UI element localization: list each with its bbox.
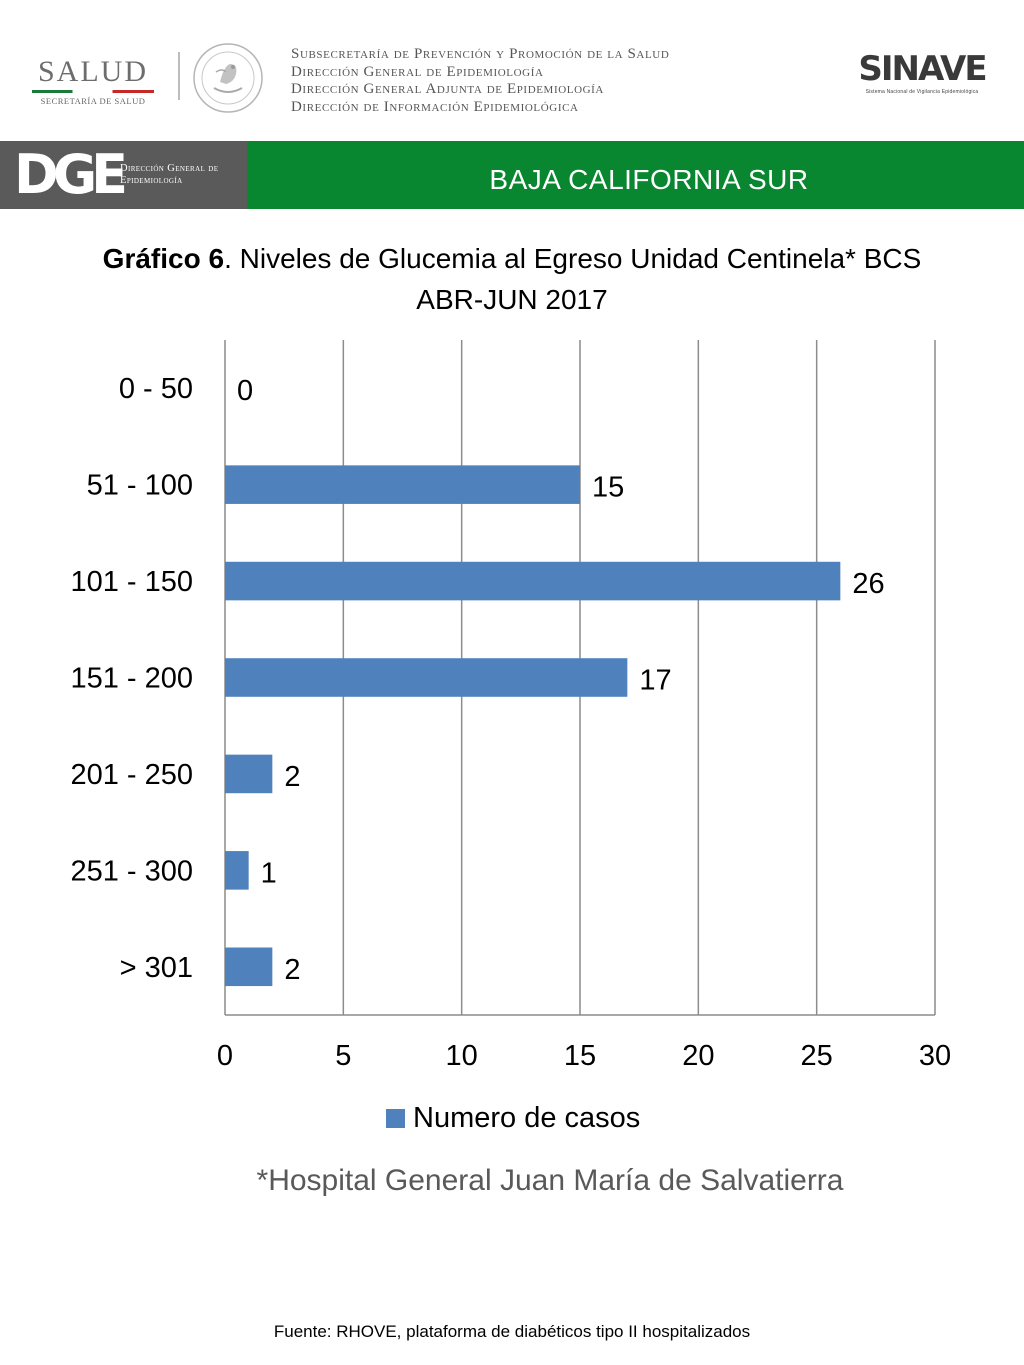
state-name: BAJA CALIFORNIA SUR	[489, 164, 809, 195]
category-label: 251 - 300	[70, 855, 193, 887]
sinave-logo-word: SINAVE	[858, 49, 987, 89]
department-line: Dirección General Adjunta de Epidemiolog…	[291, 81, 604, 97]
bar	[225, 947, 273, 987]
x-tick-label: 0	[217, 1040, 233, 1072]
department-line: Subsecretaría de Prevención y Promoción …	[291, 46, 670, 62]
department-lines: Subsecretaría de Prevención y Promoción …	[291, 46, 811, 116]
dge-logo-mark: DGE	[14, 143, 128, 206]
sinave-logo: SINAVE Sistema Nacional de Vigilancia Ep…	[852, 48, 992, 100]
bar-chart: 0 5 10 15 20 25 30 0 - 50 0 51 - 100 15 101 - 150 26…	[70, 340, 951, 1072]
category-label: 101 - 150	[70, 566, 193, 598]
bar	[225, 561, 841, 601]
salud-logo-stripe	[32, 90, 154, 93]
salud-logo: SALUD SECRETARÍA DE SALUD	[28, 56, 158, 106]
data-label: 1	[261, 857, 277, 889]
sinave-logo-subtitle: Sistema Nacional de Vigilancia Epidemiol…	[865, 89, 979, 95]
header-divider	[178, 52, 180, 100]
title-band: DGE Dirección General de Epidemiología B…	[0, 141, 1024, 209]
legend-label: Numero de casos	[413, 1101, 641, 1134]
chart-title-line1: Gráfico 6. Niveles de Glucemia al Egreso…	[40, 238, 984, 279]
category-label: 51 - 100	[87, 470, 193, 502]
x-tick-label: 5	[335, 1040, 351, 1072]
dge-block: DGE Dirección General de Epidemiología	[0, 141, 247, 209]
salud-logo-word: SALUD	[37, 55, 148, 88]
department-line: Dirección de Información Epidemiológica	[291, 98, 579, 115]
x-tick-label: 30	[919, 1040, 951, 1072]
legend-swatch	[386, 1108, 405, 1128]
category-label: > 301	[120, 952, 193, 984]
data-label: 2	[284, 761, 300, 793]
department-line: Dirección General de Epidemiología	[291, 63, 544, 80]
chart-title-line2: ABR-JUN 2017	[416, 284, 608, 315]
chart-title-rest: . Niveles de Glucemia al Egreso Unidad C…	[224, 243, 922, 274]
mexican-coat-of-arms-seal-icon	[193, 43, 263, 113]
x-tick-label: 10	[446, 1040, 478, 1072]
footnote: *Hospital General Juan María de Salvatie…	[256, 1164, 844, 1197]
data-label: 0	[237, 375, 253, 407]
data-label: 17	[639, 665, 671, 697]
chart-title: Gráfico 6. Niveles de Glucemia al Egreso…	[40, 238, 984, 320]
data-label: 2	[284, 954, 300, 986]
state-block: BAJA CALIFORNIA SUR	[247, 141, 1024, 209]
chart-title-bold: Gráfico 6	[102, 243, 225, 274]
data-label: 15	[592, 472, 624, 504]
category-label: 0 - 50	[119, 373, 193, 405]
institutional-header: SALUD SECRETARÍA DE SALUD Subsecretaría …	[0, 0, 1024, 140]
bar	[225, 851, 249, 890]
x-tick-label: 15	[564, 1040, 596, 1072]
data-label: 26	[852, 568, 884, 600]
bar	[225, 754, 273, 794]
salud-logo-subtitle: SECRETARÍA DE SALUD	[40, 96, 146, 106]
chart-legend: Numero de casos	[386, 1100, 640, 1136]
x-tick-label: 25	[801, 1040, 833, 1072]
x-tick-label: 20	[682, 1040, 714, 1072]
category-label: 201 - 250	[70, 759, 193, 791]
category-label: 151 - 200	[70, 663, 193, 695]
bar	[225, 658, 628, 697]
dge-logo-text: Dirección General de Epidemiología	[120, 163, 219, 186]
source-note: Fuente: RHOVE, plataforma de diabéticos …	[273, 1322, 751, 1341]
bar	[225, 465, 580, 504]
